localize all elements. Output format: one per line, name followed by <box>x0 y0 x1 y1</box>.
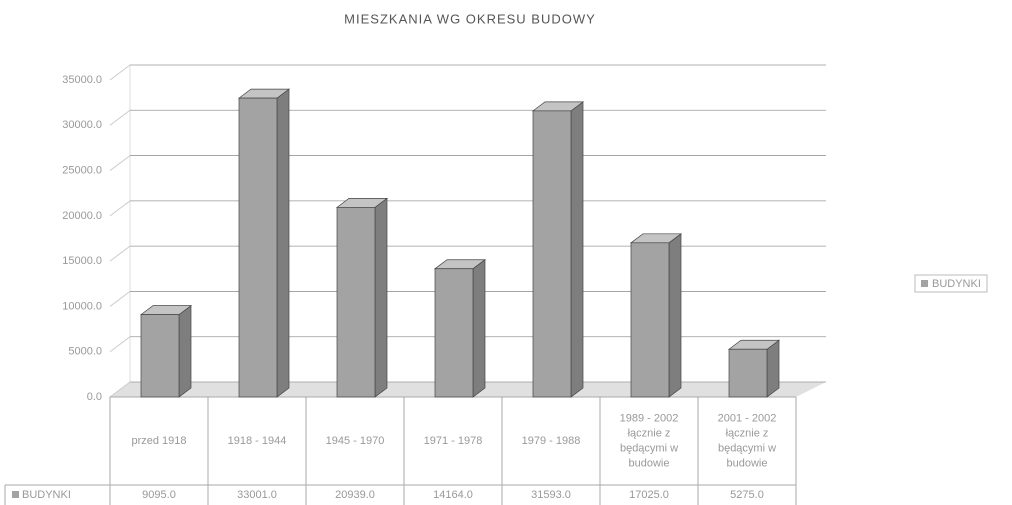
grid-diag <box>109 336 131 353</box>
y-tick-label: 35000.0 <box>62 74 102 86</box>
grid-diag <box>109 109 131 126</box>
table-value: 33001.0 <box>237 489 277 501</box>
x-tick-label: 2001 - 2002 łącznie z będącymi w budowie <box>718 412 777 469</box>
table-value: 17025.0 <box>629 489 669 501</box>
bar <box>532 110 572 398</box>
grid-diag <box>109 381 131 398</box>
y-tick-label: 5000.0 <box>68 346 102 358</box>
y-tick-label: 0.0 <box>87 391 102 403</box>
y-tick-label: 15000.0 <box>62 255 102 267</box>
bar-side <box>570 101 584 398</box>
bar <box>434 268 474 398</box>
bar-side <box>276 88 290 398</box>
y-tick-label: 10000.0 <box>62 300 102 312</box>
table-value: 20939.0 <box>335 489 375 501</box>
legend-label: BUDYNKI <box>932 278 981 290</box>
x-tick-label: 1945 - 1970 <box>326 435 385 447</box>
table-value: 14164.0 <box>433 489 473 501</box>
y-tick-label: 25000.0 <box>62 164 102 176</box>
chart-title: MIESZKANIA WG OKRESU BUDOWY <box>344 11 596 26</box>
table-value: 31593.0 <box>531 489 571 501</box>
table-value: 5275.0 <box>730 489 764 501</box>
bar <box>140 314 180 398</box>
bar-side <box>668 233 682 398</box>
y-tick-label: 30000.0 <box>62 119 102 131</box>
grid-diag <box>109 200 131 217</box>
x-tick-label: 1979 - 1988 <box>522 435 581 447</box>
bar <box>238 97 278 398</box>
bar-side <box>178 304 192 398</box>
grid-diag <box>109 245 131 262</box>
table-legend-label: BUDYNKI <box>22 489 71 501</box>
bar <box>336 207 376 398</box>
bar-side <box>374 197 388 398</box>
legend-box <box>914 274 988 293</box>
x-tick-label: 1989 - 2002 łącznie z będącymi w budowie <box>620 412 679 469</box>
grid-diag <box>109 291 131 307</box>
legend-key <box>921 280 928 287</box>
legend-key <box>12 491 19 498</box>
bar <box>630 242 670 398</box>
y-tick-label: 20000.0 <box>62 210 102 222</box>
x-tick-label: przed 1918 <box>131 435 186 447</box>
x-tick-label: 1971 - 1978 <box>424 435 483 447</box>
bar-side <box>766 339 780 398</box>
x-tick-label: 1918 - 1944 <box>228 435 287 447</box>
bar <box>728 348 768 398</box>
bar-side <box>472 259 486 398</box>
grid-diag <box>109 64 131 81</box>
grid-diag <box>109 155 131 171</box>
table-value: 9095.0 <box>142 489 176 501</box>
